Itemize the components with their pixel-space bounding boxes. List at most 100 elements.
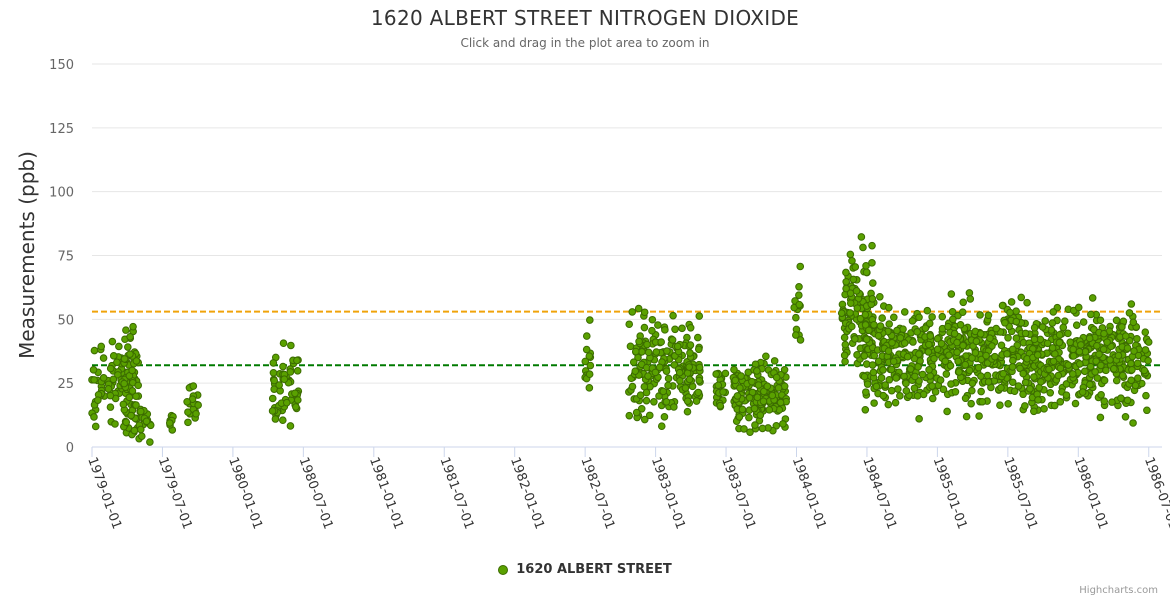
data-points[interactable] [88, 233, 1153, 446]
data-point [1026, 385, 1034, 393]
data-point [745, 413, 753, 422]
data-point [976, 330, 985, 338]
data-point [731, 376, 740, 385]
data-point [1123, 344, 1132, 352]
data-point [1038, 323, 1047, 331]
data-point [585, 352, 594, 360]
data-point [996, 401, 1004, 410]
data-point [184, 418, 192, 427]
data-point [853, 351, 861, 359]
data-point [292, 403, 300, 411]
data-point [925, 366, 933, 374]
data-point [746, 428, 754, 436]
data-point [183, 397, 191, 406]
data-point [991, 352, 999, 361]
data-point [625, 411, 634, 420]
credits-link[interactable]: Highcharts.com [1079, 585, 1158, 596]
data-point [1129, 318, 1138, 327]
data-point [659, 387, 668, 396]
data-point [1099, 345, 1108, 354]
data-point [925, 340, 933, 349]
data-point [683, 397, 692, 405]
data-point [1072, 321, 1081, 329]
data-point [165, 419, 174, 427]
data-point [792, 313, 800, 322]
data-point [992, 324, 1000, 333]
data-point [628, 308, 637, 316]
data-point [719, 388, 727, 396]
data-point [634, 304, 643, 313]
data-point [759, 397, 768, 406]
data-point [1100, 397, 1109, 406]
data-point [1030, 323, 1039, 332]
data-point [890, 313, 898, 322]
data-point [99, 374, 108, 382]
data-point [972, 337, 981, 346]
data-point [692, 397, 701, 405]
data-point [842, 284, 850, 293]
data-point [115, 342, 123, 351]
data-point [884, 400, 893, 409]
x-tick-label: 1982-01-01 [507, 455, 547, 531]
data-point [1121, 332, 1130, 340]
data-point [1127, 300, 1136, 308]
data-point [1012, 334, 1021, 343]
data-point [965, 366, 974, 375]
data-point [686, 349, 694, 357]
data-point [975, 412, 983, 420]
legend[interactable]: 1620 ALBERT STREET [0, 562, 1170, 577]
data-point [1110, 364, 1118, 373]
data-point [750, 404, 759, 413]
data-point [1095, 350, 1103, 359]
scatter-plot[interactable]: 0 25 50 75 100 125 150 1979-01-01 1979-07-01 198… [0, 0, 1170, 560]
data-point [282, 398, 291, 407]
data-point [1141, 346, 1150, 354]
y-axis: 0 25 50 75 100 125 150 [49, 58, 74, 456]
data-point [925, 319, 934, 328]
data-point [1055, 331, 1064, 339]
data-point [946, 361, 955, 370]
data-point [1054, 371, 1063, 380]
data-point [642, 396, 651, 405]
data-point [958, 308, 967, 316]
data-point [876, 322, 885, 330]
data-point [678, 324, 686, 333]
data-point [1096, 316, 1105, 325]
data-point [1106, 356, 1114, 364]
data-point [638, 347, 646, 356]
x-tick-label: 1984-01-01 [789, 455, 829, 531]
data-point [887, 386, 896, 395]
data-point [137, 432, 146, 440]
data-point [1086, 362, 1095, 371]
data-point [1127, 359, 1135, 368]
data-point [986, 334, 994, 343]
data-point [132, 401, 140, 409]
data-point [962, 412, 971, 421]
data-point [1103, 338, 1111, 346]
data-point [1040, 405, 1048, 413]
data-point [1085, 334, 1094, 343]
data-point [1021, 329, 1030, 338]
data-point [1009, 356, 1017, 365]
data-point [1097, 391, 1105, 399]
data-point [694, 388, 703, 397]
data-point [974, 363, 983, 372]
data-point [776, 398, 785, 407]
data-point [1001, 318, 1009, 327]
data-point [637, 404, 646, 413]
data-point [753, 367, 761, 375]
data-point [129, 322, 137, 331]
data-point [756, 411, 765, 419]
data-point [947, 380, 955, 388]
data-point [1017, 293, 1026, 302]
y-tick-label: 50 [57, 313, 74, 328]
data-point [683, 407, 692, 416]
data-point [851, 263, 860, 271]
data-point [655, 363, 664, 372]
data-point [626, 342, 635, 351]
data-point [966, 295, 975, 303]
data-point [287, 341, 295, 350]
data-point [1066, 338, 1075, 347]
data-point [911, 372, 919, 381]
data-point [913, 328, 921, 336]
